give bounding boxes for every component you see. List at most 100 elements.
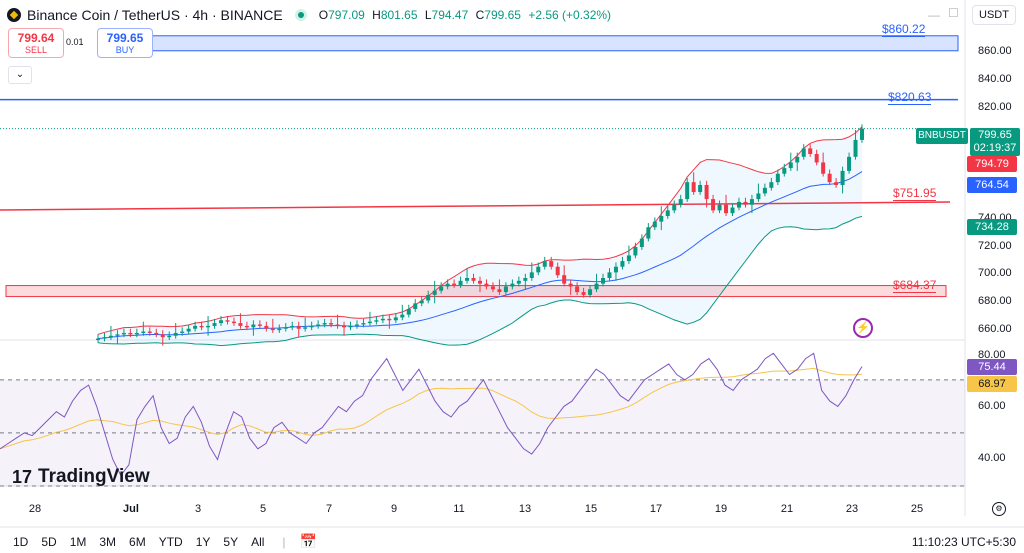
sell-button[interactable]: 799.64 SELL [8, 28, 64, 58]
candle-body [108, 335, 113, 338]
candle-body [264, 325, 269, 329]
time-tick: 21 [780, 503, 794, 515]
candle-body [736, 201, 741, 208]
minimize-icon[interactable]: — [928, 8, 940, 22]
candle-body [283, 327, 288, 329]
candle-body [458, 280, 463, 286]
rsi-tick: 60.00 [978, 400, 1006, 412]
candle-body [413, 303, 418, 309]
candle-body [581, 292, 586, 295]
candle-body [549, 261, 554, 267]
candle-body [478, 280, 482, 284]
candle-body [659, 216, 664, 222]
calendar-icon[interactable]: 📅 [299, 533, 317, 549]
candle-body [128, 332, 133, 335]
bb-basis-line [97, 171, 863, 340]
candle-body [568, 283, 573, 287]
candle-body [847, 156, 852, 171]
market-open-icon [294, 9, 307, 21]
candle-body [335, 324, 340, 326]
candle-body [503, 286, 508, 293]
settings-gear-icon[interactable]: ⚙ [992, 502, 1006, 516]
time-tick: 17 [649, 503, 663, 515]
price-tick: 680.00 [978, 295, 1012, 307]
candle-body [646, 227, 651, 239]
range-6m[interactable]: 6M [129, 534, 146, 549]
rsi-ma-badge: 68.97 [967, 376, 1017, 392]
level-label-860[interactable]: $860.22 [882, 22, 926, 37]
candle-body [303, 327, 308, 329]
price-change: +2.56 (+0.32%) [528, 8, 612, 22]
candle-body [724, 204, 729, 214]
time-tick: 19 [714, 503, 728, 515]
level-label-751[interactable]: $751.95 [893, 186, 937, 201]
range-1y[interactable]: 1Y [195, 534, 211, 549]
candle-body [769, 182, 774, 188]
candle-body [639, 238, 644, 247]
bb-lower-badge: 734.28 [967, 219, 1017, 235]
candle-body [471, 278, 476, 281]
clock[interactable]: 11:10:23 UTC+5:30 [911, 534, 1016, 549]
level-label-684[interactable]: $684.37 [893, 278, 937, 293]
price-tick: 840.00 [978, 73, 1012, 85]
symbol-badge: BNBUSDT [916, 128, 968, 144]
candle-body [173, 332, 178, 336]
candle-body [626, 255, 631, 262]
candle-body [516, 280, 521, 284]
candle-body [821, 162, 826, 174]
symbol-title[interactable]: Binance Coin / TetherUS · 4h · BINANCE [27, 7, 283, 23]
candle-body [115, 334, 120, 336]
candle-body [853, 139, 858, 157]
candle-body [406, 309, 411, 315]
range-1d[interactable]: 1D [13, 534, 29, 549]
candle-body [555, 266, 560, 276]
candle-body [808, 148, 813, 154]
candle-body [367, 321, 372, 324]
candle-body [354, 324, 359, 326]
candle-body [251, 324, 256, 328]
candle-body [231, 321, 236, 324]
candle-body [575, 286, 580, 293]
candle-body [588, 289, 593, 295]
candle-body [743, 201, 748, 205]
candle-body [730, 207, 735, 214]
range-3m[interactable]: 3M [99, 534, 117, 549]
spread-value: 0.01 [66, 37, 84, 47]
candle-body [193, 325, 198, 329]
candle-body [698, 185, 703, 193]
bb-mid-badge: 764.54 [967, 177, 1017, 193]
candle-body [484, 283, 489, 287]
legend-header: Binance Coin / TetherUS · 4h · BINANCE O… [0, 0, 960, 30]
maximize-icon[interactable]: ☐ [948, 6, 959, 20]
price-tick: 660.00 [978, 323, 1012, 335]
candle-body [607, 272, 612, 278]
lightning-icon[interactable]: ⚡ [853, 318, 873, 338]
range-all[interactable]: All [251, 534, 265, 549]
level-label-820[interactable]: $820.63 [888, 90, 932, 105]
bb-upper-line [97, 126, 863, 335]
price-tick: 860.00 [978, 45, 1012, 57]
candle-body [257, 324, 262, 326]
buy-button[interactable]: 799.65 BUY [97, 28, 153, 58]
candle-body [225, 320, 230, 322]
time-tick: 7 [325, 503, 333, 515]
range-5y[interactable]: 5Y [223, 534, 239, 549]
collapse-legend-button[interactable]: ⌄ [8, 66, 32, 84]
candle-body [542, 261, 547, 267]
candle-body [432, 290, 437, 295]
candle-body [154, 332, 159, 335]
currency-selector[interactable]: USDT [972, 5, 1016, 25]
candle-body [775, 173, 780, 183]
bottom-toolbar: 1D 5D 1M 3M 6M YTD 1Y 5Y All | 📅 11:10:2… [13, 533, 1016, 549]
candle-body [212, 323, 217, 326]
candle-body [704, 185, 709, 200]
candle-body [672, 204, 677, 211]
candle-body [238, 323, 243, 326]
range-5d[interactable]: 5D [41, 534, 57, 549]
range-ytd[interactable]: YTD [158, 534, 183, 549]
bb-lower-line [97, 215, 863, 347]
line-751 [0, 201, 951, 211]
range-1m[interactable]: 1M [69, 534, 87, 549]
price-tick: 720.00 [978, 240, 1012, 252]
